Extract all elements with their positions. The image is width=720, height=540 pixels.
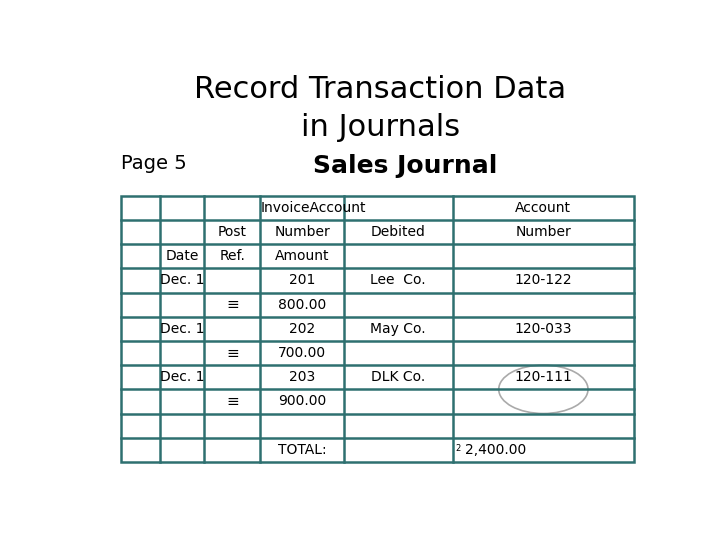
Text: Amount: Amount (275, 249, 329, 264)
Text: DLK Co.: DLK Co. (372, 370, 426, 384)
Text: ≡: ≡ (226, 297, 238, 312)
Text: Number: Number (274, 225, 330, 239)
Text: 202: 202 (289, 322, 315, 336)
Text: InvoiceAccount: InvoiceAccount (261, 201, 366, 215)
Text: ≡: ≡ (226, 394, 238, 409)
Text: Debited: Debited (371, 225, 426, 239)
Text: 120-122: 120-122 (515, 273, 572, 287)
Text: 2,400.00: 2,400.00 (465, 443, 526, 457)
Text: Date: Date (166, 249, 199, 264)
Text: Ref.: Ref. (220, 249, 246, 264)
Text: 201: 201 (289, 273, 315, 287)
Text: May Co.: May Co. (371, 322, 426, 336)
Text: 203: 203 (289, 370, 315, 384)
Text: Sales Journal: Sales Journal (313, 154, 498, 178)
Text: 800.00: 800.00 (278, 298, 326, 312)
Text: ≡: ≡ (226, 346, 238, 361)
Text: 120-111: 120-111 (514, 370, 572, 384)
Text: 2: 2 (456, 444, 461, 453)
Text: 120-033: 120-033 (515, 322, 572, 336)
Bar (121, 196, 634, 462)
Text: Page 5: Page 5 (121, 154, 186, 173)
Text: 900.00: 900.00 (278, 394, 326, 408)
Text: Lee  Co.: Lee Co. (371, 273, 426, 287)
Text: Dec. 1: Dec. 1 (160, 370, 204, 384)
Text: 700.00: 700.00 (278, 346, 326, 360)
Text: Dec. 1: Dec. 1 (160, 273, 204, 287)
Text: TOTAL:: TOTAL: (278, 443, 326, 457)
Text: in Journals: in Journals (300, 113, 460, 141)
Text: Record Transaction Data: Record Transaction Data (194, 75, 566, 104)
Text: Number: Number (516, 225, 571, 239)
Text: Account: Account (516, 201, 572, 215)
Text: Post: Post (217, 225, 247, 239)
Text: Dec. 1: Dec. 1 (160, 322, 204, 336)
